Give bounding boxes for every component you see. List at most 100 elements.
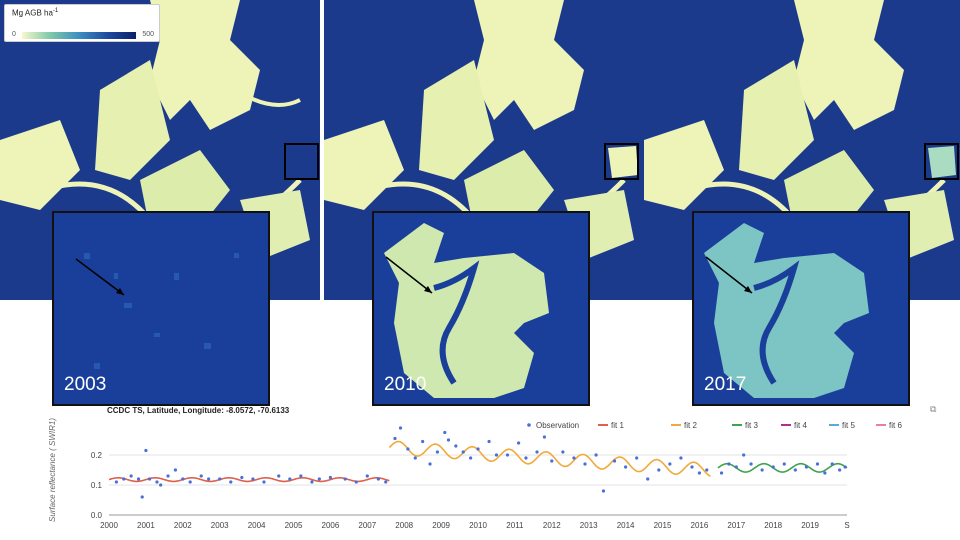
region-of-interest-box: [924, 143, 959, 180]
observation-point: [494, 453, 499, 457]
observation-point: [454, 444, 458, 448]
arrow-icon: [705, 256, 753, 294]
region-of-interest-box: [604, 143, 639, 180]
observation-point: [594, 453, 598, 457]
chart-title: CCDC TS, Latitude, Longitude: -8.0572, -…: [107, 406, 290, 415]
legend-label: fit 2: [684, 421, 697, 430]
observation-point: [690, 465, 694, 469]
legend-label: fit 1: [611, 421, 624, 430]
legend-title: Mg AGB ha-1: [12, 8, 59, 18]
arrow-icon: [385, 256, 433, 294]
observation-point: [406, 447, 410, 451]
legend-marker: [527, 423, 531, 427]
legend-label: fit 3: [745, 421, 758, 430]
x-tick-label: 2007: [358, 521, 376, 530]
x-tick-label: 2003: [211, 521, 229, 530]
observation-point: [251, 477, 255, 481]
observation-point: [771, 465, 775, 469]
legend-label: fit 4: [794, 421, 807, 430]
observation-point: [668, 462, 672, 466]
observation-point: [657, 468, 661, 472]
observation-point: [181, 477, 185, 481]
observation-point: [838, 468, 842, 472]
y-tick-label: 0.2: [91, 451, 103, 460]
observation-point: [446, 438, 451, 442]
x-tick-label: 2004: [248, 521, 266, 530]
inset-image: [374, 213, 588, 404]
observation-point: [705, 468, 709, 472]
observation-point: [140, 495, 144, 499]
observation-point: [542, 435, 547, 439]
observation-point: [550, 459, 554, 463]
x-tick-label: 2012: [543, 521, 561, 530]
observation-point: [328, 475, 332, 480]
observation-point: [815, 462, 820, 466]
observation-point: [207, 477, 211, 481]
x-tick-label: 2015: [654, 521, 672, 530]
x-tick-label: 2005: [285, 521, 303, 530]
observation-point: [413, 456, 417, 460]
observation-point: [435, 450, 440, 454]
observation-point: [428, 462, 432, 466]
x-tick-label: 2006: [322, 521, 340, 530]
observation-point: [277, 474, 281, 478]
map-panel-2003: [0, 0, 320, 300]
observation-point: [173, 468, 178, 472]
observation-point: [376, 477, 380, 481]
observation-point: [572, 456, 576, 460]
fit-line: [108, 477, 390, 483]
observation-point: [299, 474, 303, 478]
observation-point: [393, 436, 397, 441]
x-tick-label: 2018: [764, 521, 782, 530]
inset-image: [54, 213, 268, 404]
inset-2010: 2010: [372, 211, 590, 406]
observation-point: [469, 456, 473, 460]
x-tick-label: 2011: [506, 521, 524, 530]
observation-point: [443, 430, 447, 435]
observation-point: [749, 462, 753, 466]
observation-point: [159, 483, 163, 487]
x-tick-label: 2002: [174, 521, 192, 530]
time-series-chart: 0.0 0.1 0.2 2000 2001 2002 2003 2004 2005 2006 200…: [48, 418, 902, 530]
y-tick-label: 0.0: [91, 511, 103, 520]
observation-point: [760, 468, 764, 472]
observation-point: [354, 480, 358, 484]
observation-point: [524, 456, 528, 460]
observation-point: [719, 471, 724, 475]
observation-point: [188, 480, 192, 484]
x-tick-label: 2008: [395, 521, 413, 530]
x-tick-label: 2001: [137, 521, 155, 530]
observation-point: [782, 462, 786, 466]
x-tick-label: S: [844, 521, 849, 530]
observation-point: [166, 474, 170, 478]
observation-point: [229, 480, 233, 484]
observation-point: [421, 439, 425, 444]
fit-line: [388, 440, 711, 478]
observation-point: [734, 465, 738, 469]
observation-point: [830, 462, 834, 466]
popout-icon[interactable]: ⧉: [930, 404, 937, 414]
observation-point: [317, 477, 321, 481]
x-tick-label: 2013: [580, 521, 598, 530]
arrow-icon: [75, 258, 125, 296]
observation-point: [624, 465, 628, 469]
observation-point: [742, 453, 746, 457]
inset-year-label: 2010: [384, 374, 427, 395]
observation-point: [144, 448, 148, 453]
observation-point: [505, 453, 510, 457]
x-tick-label: 2000: [100, 521, 118, 530]
x-tick-label: 2016: [691, 521, 709, 530]
colorbar: [22, 32, 136, 39]
observation-point: [793, 468, 797, 472]
legend-max: 500: [142, 31, 154, 38]
observation-point: [136, 477, 141, 481]
observation-point: [147, 477, 152, 481]
observation-point: [476, 447, 480, 451]
observation-point: [487, 439, 491, 444]
observation-point: [823, 471, 827, 475]
observation-point: [262, 480, 266, 484]
observation-point: [310, 480, 314, 484]
observation-point: [727, 462, 731, 466]
x-tick-label: 2009: [432, 521, 450, 530]
observation-point: [843, 465, 847, 469]
